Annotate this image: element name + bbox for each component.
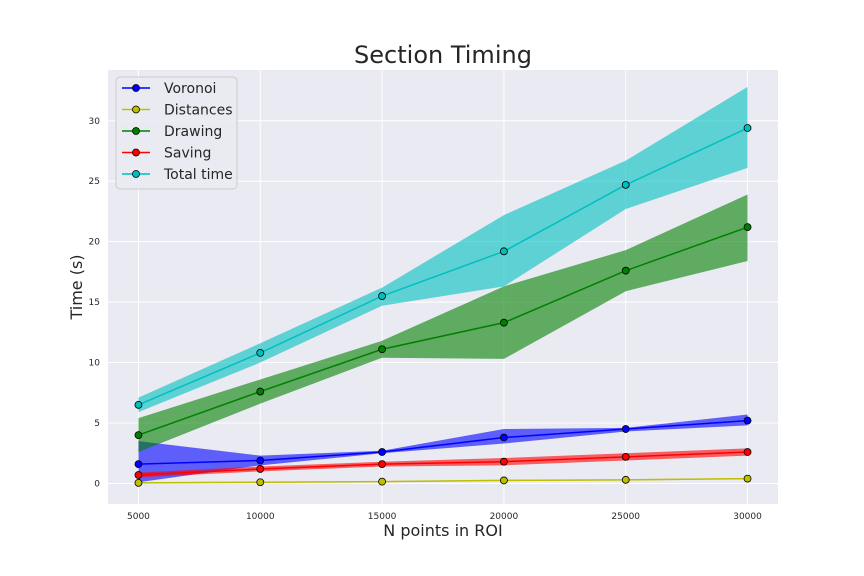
total-time-point [621, 180, 630, 189]
saving-point [378, 460, 386, 469]
voronoi-point [256, 456, 265, 465]
distances-point [743, 474, 752, 483]
voronoi-legend-marker [132, 84, 140, 92]
y-tick-label: 25 [89, 177, 100, 187]
y-tick-label: 15 [89, 298, 100, 308]
voronoi-point [134, 460, 143, 469]
total-time-band [138, 86, 748, 413]
distances-line [138, 477, 748, 484]
total-time-point [378, 292, 386, 300]
drawing-legend-marker [132, 127, 140, 135]
saving-point [134, 471, 143, 479]
x-tick-label: 15000 [368, 512, 397, 522]
drawing-point [378, 345, 386, 354]
drawing-point [134, 431, 143, 439]
distances-legend-marker [132, 105, 140, 114]
chart-title: Section Timing [354, 41, 532, 69]
series-markers [134, 124, 752, 487]
y-tick-label: 20 [89, 238, 101, 248]
saving-legend-label: Saving [164, 146, 211, 162]
voronoi-point [743, 416, 752, 425]
distances-point [500, 476, 508, 485]
distances-point [621, 475, 630, 484]
x-tick-label: 5000 [127, 512, 150, 522]
series-lines [138, 127, 748, 484]
saving-point [621, 452, 630, 461]
y-tick-label: 30 [89, 117, 101, 127]
distances-point [256, 478, 265, 487]
x-tick-label: 20000 [490, 512, 519, 522]
drawing-point [621, 266, 630, 275]
x-axis-label: N points in ROI [383, 521, 502, 540]
drawing-point [256, 387, 265, 396]
x-tick-label: 25000 [611, 512, 640, 522]
legend-box [115, 76, 238, 190]
saving-legend-marker [132, 148, 140, 157]
voronoi-legend-label: Voronoi [164, 81, 216, 97]
total-time-point [134, 400, 143, 409]
legend: Voronoi Distances Drawing Saving Total time [115, 76, 238, 190]
total-time-line [138, 127, 748, 406]
saving-line [138, 451, 748, 476]
drawing-legend-label: Drawing [164, 124, 222, 140]
y-tick-label: 5 [94, 419, 100, 429]
x-tick-label: 10000 [246, 512, 275, 522]
total-time-point [256, 348, 265, 357]
y-tick-labels: 0 5 10 15 20 25 30 [89, 117, 101, 490]
drawing-band [138, 194, 748, 453]
voronoi-point [378, 448, 386, 456]
drawing-point [743, 223, 752, 232]
y-tick-label: 10 [89, 359, 101, 369]
total-time-point [500, 247, 508, 256]
total-time-legend-label: Total time [163, 167, 233, 183]
voronoi-point [500, 433, 508, 442]
y-tick-label: 0 [94, 479, 100, 489]
voronoi-line [138, 419, 748, 465]
drawing-point [500, 318, 508, 327]
x-tick-label: 30000 [733, 512, 762, 522]
total-time-legend-marker [132, 170, 140, 178]
saving-point [256, 465, 265, 473]
x-tick-labels: 5000 10000 15000 20000 25000 30000 [127, 512, 762, 522]
distances-point [134, 478, 143, 487]
saving-point [500, 457, 508, 466]
distances-point [378, 477, 386, 486]
total-time-point [743, 124, 752, 132]
distances-legend-label: Distances [164, 103, 233, 119]
voronoi-point [621, 425, 630, 433]
saving-point [743, 448, 752, 456]
drawing-line [138, 226, 748, 436]
y-axis-label: Time (s) [67, 254, 86, 320]
